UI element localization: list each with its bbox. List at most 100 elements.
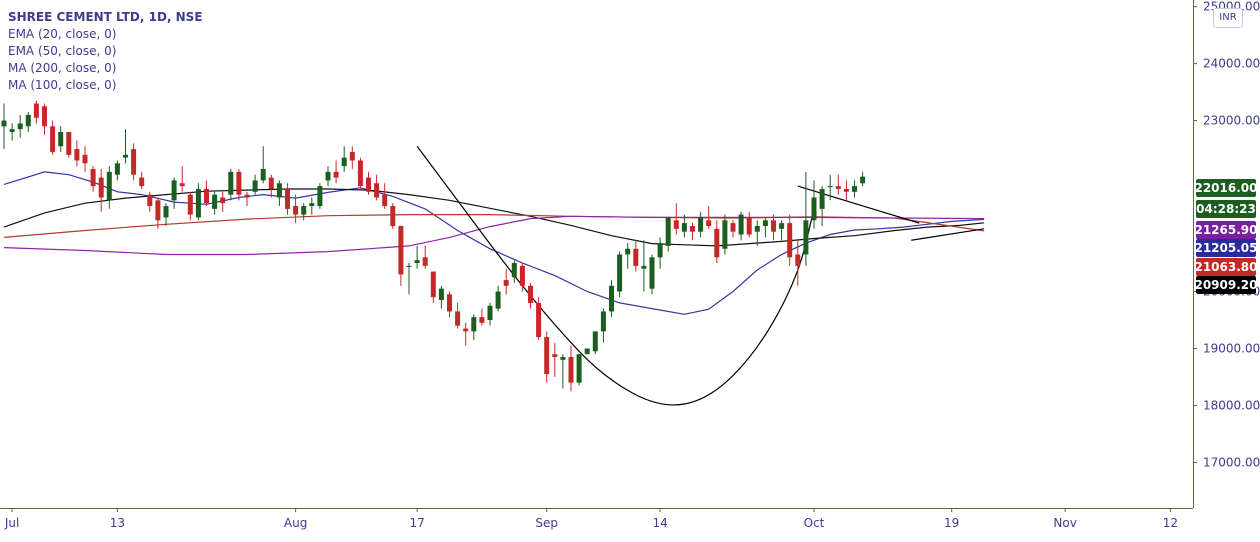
candle bbox=[536, 297, 542, 340]
candle-body bbox=[147, 194, 153, 207]
candle-body bbox=[487, 305, 493, 320]
legend-ma-100[interactable]: MA (100, close, 0) bbox=[8, 78, 117, 92]
candle-body bbox=[293, 206, 299, 215]
candle-body bbox=[58, 131, 64, 147]
candle bbox=[1, 103, 7, 150]
candle-body bbox=[528, 285, 533, 303]
candle bbox=[50, 120, 56, 155]
candle-body bbox=[285, 188, 290, 209]
candle-body bbox=[333, 171, 339, 178]
x-tick-label: Aug bbox=[284, 516, 307, 530]
candle bbox=[762, 217, 768, 238]
currency-badge[interactable]: INR bbox=[1213, 8, 1243, 28]
candle bbox=[568, 345, 574, 392]
candle bbox=[657, 237, 663, 269]
drawings bbox=[416, 145, 985, 406]
candle bbox=[438, 285, 444, 309]
candle bbox=[66, 131, 72, 158]
candle-body bbox=[204, 188, 209, 204]
y-tick-label: 18000.00 bbox=[1203, 398, 1260, 412]
candle-body bbox=[171, 180, 177, 201]
candle-body bbox=[762, 220, 768, 226]
price-label-bg bbox=[1196, 179, 1256, 197]
candle-body bbox=[155, 200, 161, 221]
candle-body bbox=[519, 265, 525, 286]
candle-body bbox=[819, 188, 825, 209]
candle bbox=[212, 191, 218, 215]
legend-ema-20[interactable]: EMA (20, close, 0) bbox=[8, 27, 117, 41]
candle-body bbox=[852, 186, 857, 192]
candle-body bbox=[398, 225, 404, 275]
candle bbox=[754, 220, 760, 246]
candle-body bbox=[163, 206, 169, 218]
candle bbox=[722, 214, 728, 255]
candle bbox=[82, 146, 88, 172]
candle bbox=[398, 225, 404, 286]
candle bbox=[511, 260, 517, 283]
candle bbox=[366, 171, 371, 195]
candle-body bbox=[536, 302, 542, 338]
candle bbox=[552, 342, 558, 377]
series-line bbox=[3, 215, 985, 256]
candle bbox=[244, 191, 250, 207]
candle bbox=[681, 214, 687, 238]
candle bbox=[690, 223, 695, 241]
candle bbox=[641, 240, 647, 292]
candle bbox=[155, 197, 161, 229]
candle-body bbox=[600, 311, 606, 332]
candle-body bbox=[252, 180, 258, 192]
candle bbox=[787, 214, 793, 266]
candle bbox=[852, 180, 857, 198]
candle bbox=[576, 354, 582, 386]
candle-body bbox=[641, 265, 647, 269]
price-label-bg bbox=[1196, 276, 1256, 294]
candle-body bbox=[82, 154, 88, 164]
candle-body bbox=[463, 328, 469, 332]
candle-body bbox=[98, 177, 104, 198]
candle bbox=[268, 174, 274, 198]
price-label: 21063.80 bbox=[1194, 258, 1258, 276]
candle bbox=[285, 183, 290, 215]
candle bbox=[414, 245, 420, 269]
candle bbox=[204, 180, 209, 207]
candle bbox=[843, 180, 849, 201]
candle-body bbox=[665, 217, 671, 246]
candle-body bbox=[503, 280, 509, 286]
candle-body bbox=[341, 157, 347, 167]
candle-body bbox=[357, 160, 363, 187]
legend-ma-200[interactable]: MA (200, close, 0) bbox=[8, 61, 117, 75]
candle bbox=[819, 186, 825, 226]
candle bbox=[123, 129, 128, 164]
candle bbox=[131, 143, 137, 181]
y-tick-label: 24000.00 bbox=[1203, 57, 1260, 71]
price-label-text: 04:28:23 bbox=[1196, 202, 1256, 216]
candle-body bbox=[649, 257, 655, 289]
candle bbox=[592, 331, 598, 355]
candle-body bbox=[843, 188, 849, 192]
price-label-bg bbox=[1196, 221, 1256, 239]
candle bbox=[430, 271, 436, 303]
candle bbox=[406, 263, 412, 295]
x-tick-label: Oct bbox=[804, 516, 825, 530]
candle bbox=[544, 331, 550, 383]
candle bbox=[835, 174, 841, 195]
price-label-text: 21205.05 bbox=[1194, 241, 1257, 255]
candle-body bbox=[33, 103, 39, 118]
x-tick-label: 19 bbox=[944, 516, 959, 530]
candle bbox=[228, 169, 234, 201]
candle-body bbox=[25, 114, 31, 127]
candle-body bbox=[681, 223, 687, 232]
candle-body bbox=[106, 171, 112, 201]
candle-body bbox=[738, 214, 744, 235]
candle bbox=[455, 302, 461, 329]
candle bbox=[236, 169, 242, 201]
candle bbox=[276, 180, 282, 207]
candle bbox=[374, 174, 380, 201]
candle bbox=[673, 203, 679, 235]
candle-body bbox=[123, 154, 128, 158]
candle-body bbox=[414, 260, 420, 264]
price-label-bg bbox=[1196, 200, 1256, 218]
legend-ema-50[interactable]: EMA (50, close, 0) bbox=[8, 44, 117, 58]
indicator-lines bbox=[3, 171, 985, 315]
